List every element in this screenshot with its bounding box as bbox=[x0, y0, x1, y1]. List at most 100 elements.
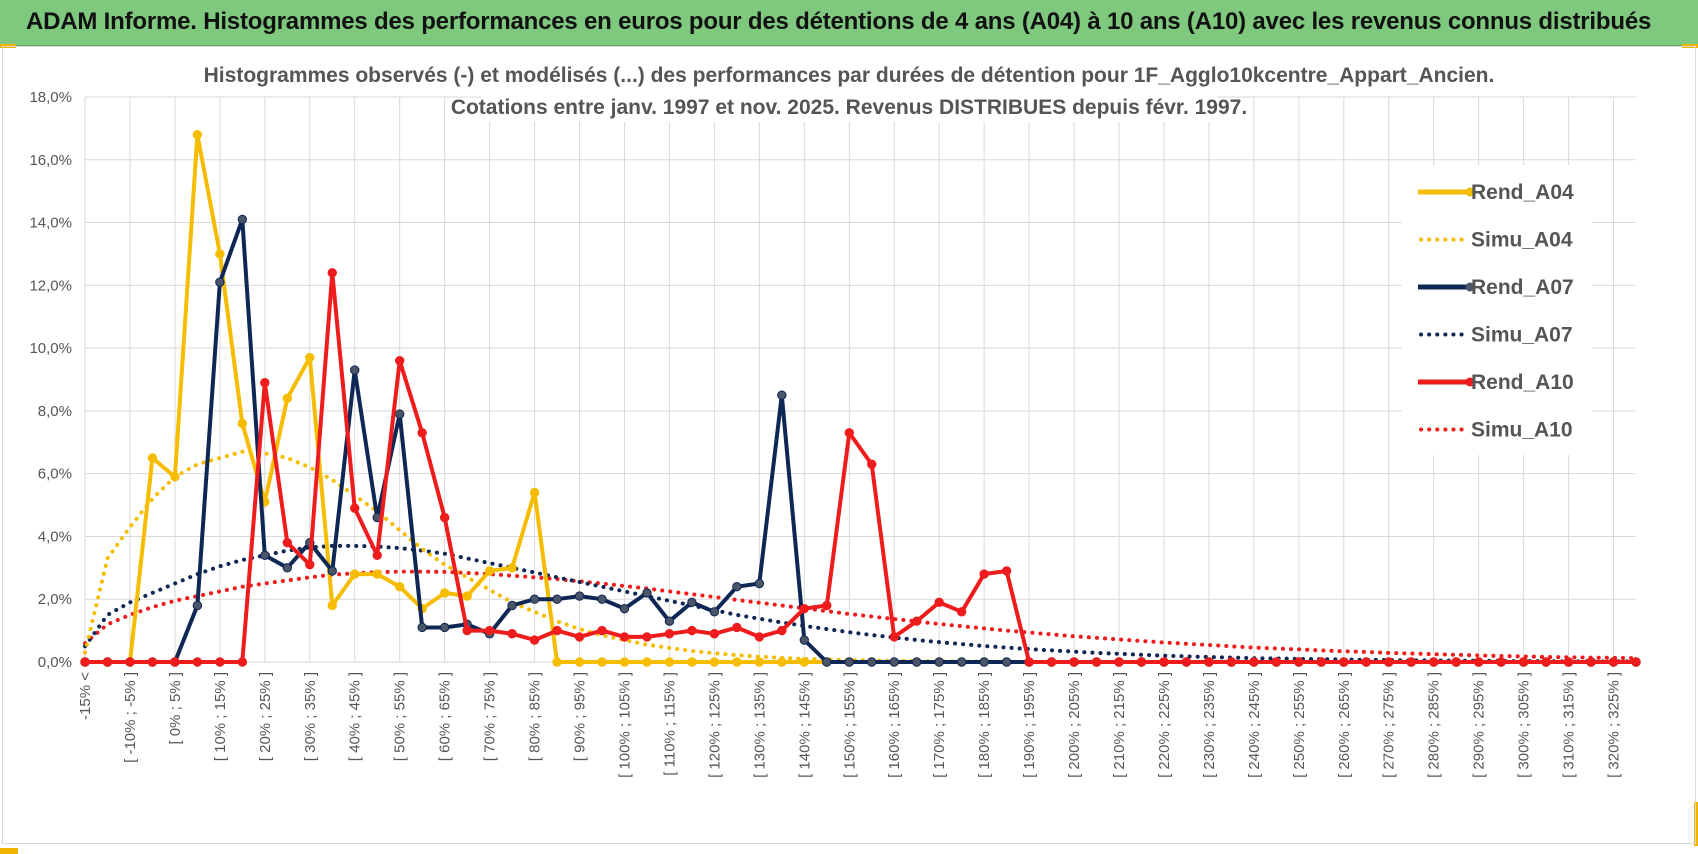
data-point bbox=[867, 657, 877, 667]
series-simu-a10 bbox=[83, 569, 1638, 661]
data-point bbox=[237, 214, 248, 225]
data-point bbox=[709, 607, 720, 617]
chart-frame bbox=[2, 46, 1696, 844]
data-point bbox=[1406, 657, 1416, 667]
data-point bbox=[619, 603, 630, 614]
x-tick-label: [ 250% ; 255% ] bbox=[1291, 672, 1308, 778]
series-rend-a10 bbox=[80, 268, 1641, 667]
data-point bbox=[642, 588, 652, 598]
y-tick-label: 16,0% bbox=[29, 152, 72, 169]
data-point bbox=[439, 588, 450, 598]
data-point bbox=[1631, 657, 1641, 667]
data-point bbox=[529, 594, 540, 604]
data-point bbox=[934, 597, 944, 608]
data-point bbox=[664, 616, 675, 626]
x-tick-label: [ 50% ; 55% ] bbox=[392, 672, 409, 761]
data-point bbox=[394, 581, 405, 592]
data-point bbox=[439, 622, 450, 633]
data-point bbox=[170, 657, 180, 667]
data-point bbox=[282, 563, 293, 573]
data-point bbox=[80, 657, 90, 667]
data-point bbox=[507, 600, 517, 611]
data-point bbox=[956, 657, 967, 667]
data-point bbox=[867, 459, 877, 469]
data-point bbox=[462, 625, 472, 636]
data-point bbox=[844, 657, 854, 667]
data-point bbox=[889, 657, 899, 667]
x-tick-label: [ 80% ; 85% ] bbox=[527, 672, 544, 761]
data-point bbox=[799, 603, 810, 614]
data-point bbox=[1451, 657, 1461, 667]
x-tick-label: [ 200% ; 205% ] bbox=[1066, 672, 1083, 778]
legend-item: Rend_A04 bbox=[1418, 181, 1574, 204]
title-backdrop bbox=[253, 62, 1445, 90]
data-point bbox=[484, 566, 495, 576]
x-axis-ticks: -15% < [ -10% ; -5% ] [ 0% ; 5% ] [ 10% ; 1… bbox=[77, 672, 1623, 778]
y-tick-label: 0,0% bbox=[38, 654, 72, 671]
x-tick-label: [ 60% ; 65% ] bbox=[437, 672, 454, 761]
legend-label: Rend_A10 bbox=[1471, 371, 1574, 394]
legend-label: Simu_A04 bbox=[1471, 229, 1573, 252]
data-point bbox=[597, 625, 607, 636]
x-tick-label: [ -10% ; -5% ] bbox=[122, 672, 139, 763]
data-point bbox=[597, 657, 607, 667]
data-point bbox=[350, 365, 360, 375]
data-point bbox=[215, 277, 225, 287]
data-point bbox=[484, 625, 495, 636]
data-point bbox=[1339, 657, 1349, 667]
data-point bbox=[417, 428, 427, 438]
data-point bbox=[282, 393, 293, 404]
data-point bbox=[709, 629, 720, 639]
data-point bbox=[147, 657, 158, 667]
legend-item: Rend_A10 bbox=[1418, 371, 1574, 394]
data-point bbox=[1563, 657, 1574, 667]
x-tick-label: [ 140% ; 145% ] bbox=[796, 672, 813, 778]
x-tick-label: [ 230% ; 235% ] bbox=[1201, 672, 1218, 778]
x-tick-label: [ 160% ; 165% ] bbox=[886, 672, 903, 778]
data-point bbox=[687, 657, 697, 667]
series-line bbox=[83, 543, 1638, 664]
data-point bbox=[439, 512, 450, 523]
legend-marker bbox=[1465, 282, 1475, 292]
y-tick-label: 18,0% bbox=[29, 89, 72, 106]
data-point bbox=[1384, 657, 1394, 667]
x-tick-label: [ 300% ; 305% ] bbox=[1516, 672, 1533, 778]
data-point bbox=[574, 591, 585, 601]
report-banner: ADAM Informe. Histogrammes des performan… bbox=[0, 0, 1698, 46]
data-point bbox=[552, 594, 562, 604]
legend-item: Simu_A04 bbox=[1419, 229, 1573, 252]
data-point bbox=[102, 657, 113, 667]
data-point bbox=[1428, 657, 1439, 667]
data-point bbox=[260, 550, 270, 560]
x-tick-label: [ 220% ; 225% ] bbox=[1156, 672, 1173, 778]
data-point bbox=[1001, 566, 1012, 576]
y-tick-label: 12,0% bbox=[29, 277, 72, 294]
x-tick-label: -15% < bbox=[77, 672, 94, 720]
corner-accent-bottom-left bbox=[0, 848, 18, 854]
data-point bbox=[1271, 657, 1282, 667]
data-point bbox=[777, 625, 787, 636]
data-point bbox=[1226, 657, 1237, 667]
data-point bbox=[192, 657, 203, 667]
y-tick-label: 2,0% bbox=[38, 591, 72, 608]
data-point bbox=[1496, 657, 1506, 667]
report-title: ADAM Informe. Histogrammes des performan… bbox=[26, 8, 1652, 35]
data-point bbox=[394, 409, 405, 419]
y-axis-ticks: 0,0% 2,0% 4,0% 6,0% 8,0% 10,0% 12,0% 14,0% 16,0%… bbox=[29, 89, 72, 671]
data-point bbox=[687, 597, 697, 608]
data-point bbox=[552, 625, 562, 636]
data-point bbox=[1316, 657, 1327, 667]
chart-legend: Rend_A04 Simu_A04 Rend_A07 Simu_A07 Rend_A10… bbox=[1402, 165, 1592, 455]
data-point bbox=[372, 569, 382, 579]
data-point bbox=[507, 563, 517, 573]
data-point bbox=[709, 657, 720, 667]
data-point bbox=[956, 607, 967, 617]
series-lines bbox=[80, 129, 1641, 667]
legend-item: Simu_A10 bbox=[1419, 419, 1573, 442]
data-point bbox=[1046, 657, 1057, 667]
data-point bbox=[529, 487, 540, 498]
legend-marker bbox=[1465, 377, 1475, 387]
x-tick-label: [ 90% ; 95% ] bbox=[572, 672, 589, 761]
data-point bbox=[619, 657, 630, 667]
